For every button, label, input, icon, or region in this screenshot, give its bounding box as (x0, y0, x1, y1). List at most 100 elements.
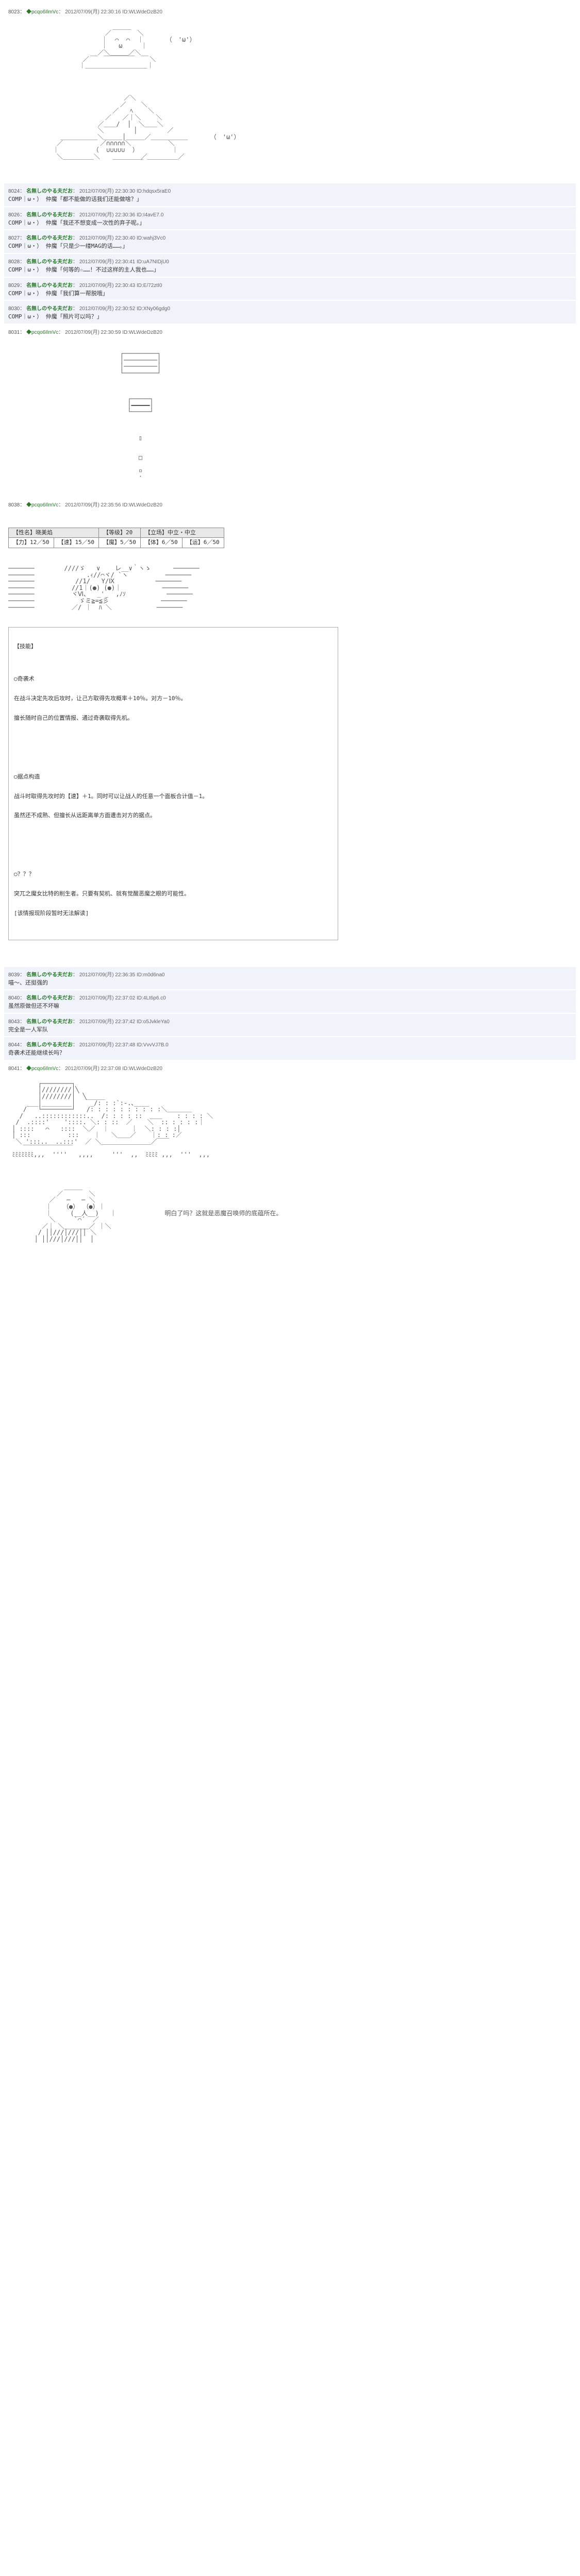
post-8044: 8044： 名無しのやる夫だお： 2012/07/09(月) 22:37:48 … (4, 1037, 576, 1060)
post-id: ID:uA7NIDjU0 (137, 259, 169, 265)
post-number: 8043 (8, 1019, 20, 1025)
post-header: 8024： 名無しのやる夫だお： 2012/07/09(月) 22:30:30 … (8, 187, 572, 194)
caption-text: 明白了吗？这就是恶魔召唤师的底蕴所在。 (164, 1210, 282, 1217)
post-body: COMP｜ω・） 仲魔「我们算一帮脱哦」 (8, 291, 572, 297)
post-id: ID:E/72ztI0 (137, 283, 162, 289)
post-name: 名無しのやる夫だお (26, 306, 73, 312)
post-8024: 8024： 名無しのやる夫だお： 2012/07/09(月) 22:30:30 … (4, 183, 576, 206)
post-id: ID:m0d6na0 (137, 972, 164, 978)
post-name: 名無しのやる夫だお (26, 212, 73, 218)
post-number: 8044 (8, 1042, 20, 1048)
post-8026: 8026： 名無しのやる夫だお： 2012/07/09(月) 22:30:36 … (4, 207, 576, 230)
post-header: 8030： 名無しのやる夫だお： 2012/07/09(月) 22:30:52 … (8, 304, 572, 312)
post-date: 2012/07/09(月) 22:30:40 (79, 235, 135, 241)
post-header: 8029： 名無しのやる夫だお： 2012/07/09(月) 22:30:43 … (8, 281, 572, 289)
stat-vit: 【体】6／50 (140, 538, 182, 548)
post-id: ID:I4avE7.0 (137, 212, 163, 218)
stat-str: 【力】12／50 (9, 538, 54, 548)
skill-desc: [该情报现阶段暂时无法解读] (14, 910, 333, 917)
post-date: 2012/07/09(月) 22:37:42 (79, 1019, 135, 1025)
post-header: 8031： ◆pcqo6IlmVc： 2012/07/09(月) 22:30:5… (8, 328, 572, 335)
post-date: 2012/07/09(月) 22:35:56 (65, 502, 121, 508)
post-body: 喵～、还挺强的 (8, 980, 572, 987)
post-header: 8041： ◆pcqo6IlmVc： 2012/07/09(月) 22:37:0… (8, 1064, 572, 1072)
post-number: 8027 (8, 235, 20, 241)
post-name: 名無しのやる夫だお (26, 972, 73, 978)
post-date: 2012/07/09(月) 22:30:41 (79, 259, 135, 265)
post-id: ID:hdqsx5raE0 (137, 189, 171, 194)
post-body: ┌────────┐ │////////│╲ │////////│ ╲_____… (8, 1074, 572, 1256)
post-name: 名無しのやる夫だお (26, 995, 73, 1001)
post-number: 8038 (8, 502, 20, 508)
ascii-art-boxes: ┌─────────┐ │─────────│ │─────────│ └───… (8, 344, 572, 480)
post-body: 虽然原做但还不坏嘛 (8, 1003, 572, 1010)
skill-desc: 突兀之魔女比特的削生者。只要有契机、就有觉醒恶魔之眼的可能性。 (14, 891, 333, 897)
post-date: 2012/07/09(月) 22:36:35 (79, 972, 135, 978)
post-name: 名無しのやる夫だお (26, 1042, 73, 1048)
post-date: 2012/07/09(月) 22:30:59 (65, 330, 121, 335)
post-8041: 8041： ◆pcqo6IlmVc： 2012/07/09(月) 22:37:0… (4, 1061, 576, 1259)
post-trip: ◆pcqo6IlmVc (26, 1066, 58, 1072)
post-header: 8040： 名無しのやる夫だお： 2012/07/09(月) 22:37:02 … (8, 993, 572, 1001)
skill-box: 【技能】 ○奇袭术 在战斗决定先攻后攻时，让己方取得先攻概率＋10％。对方－10… (8, 627, 338, 940)
post-body: ＿＿＿ ／ ＼ ｜ ⌒ ⌒ ｜ （ 'ω'） ｜ ω ｜ __／＼＿＿＿／＼__… (8, 17, 572, 179)
face-text: （ 'ω'） (166, 36, 196, 43)
post-8030: 8030： 名無しのやる夫だお： 2012/07/09(月) 22:30:52 … (4, 301, 576, 324)
post-id: ID:wahj3Vc0 (137, 235, 165, 241)
post-body: 奇袭术还能继续长吗？ (8, 1050, 572, 1057)
post-id: ID:4Lt6p6.c0 (137, 995, 166, 1001)
status-table: 【性名】晓美焰 【等级】20 【立场】中立・中立 【力】12／50 【速】15／… (8, 528, 224, 548)
post-header: 8039： 名無しのやる夫だお： 2012/07/09(月) 22:36:35 … (8, 970, 572, 978)
post-header: 8027： 名無しのやる夫だお： 2012/07/09(月) 22:30:40 … (8, 233, 572, 241)
post-name: 名無しのやる夫だお (26, 1019, 73, 1025)
post-number: 8026 (8, 212, 20, 218)
skill-1: ○奇袭术 在战斗决定先攻后攻时，让己方取得先攻概率＋10％。对方－10％。 擅长… (14, 663, 333, 735)
post-trip: ◆pcqo6IlmVc (26, 330, 58, 335)
post-trip: ◆pcqo6IlmVc (26, 502, 58, 508)
post-header: 8023： ◆pcqo6IlmVc： 2012/07/09(月) 22:30:1… (8, 7, 572, 15)
post-8029: 8029： 名無しのやる夫だお： 2012/07/09(月) 22:30:43 … (4, 278, 576, 300)
post-name: 名無しのやる夫だお (26, 235, 73, 241)
status-level-label: 【等级】20 (99, 528, 141, 538)
post-8043: 8043： 名無しのやる夫だお： 2012/07/09(月) 22:37:42 … (4, 1014, 576, 1037)
post-id: ID:WLWdeDzB20 (122, 330, 162, 335)
status-align: 【立场】中立・中立 (140, 528, 224, 538)
post-date: 2012/07/09(月) 22:37:08 (65, 1066, 121, 1072)
post-body: COMP｜ω・） 仲魔「只是少一缕MAG的话……。」 (8, 243, 572, 250)
post-id: ID:VvvVJ7B.0 (137, 1042, 169, 1048)
post-body: ┌─────────┐ │─────────│ │─────────│ └───… (8, 337, 572, 493)
post-body: COMP｜ω・） 仲魔「都不能做的话我们还能做啥？」 (8, 196, 572, 203)
skill-name: ○据点构造 (14, 774, 333, 781)
post-body: 完全是一人军队 (8, 1027, 572, 1033)
post-name: 名無しのやる夫だお (26, 189, 73, 194)
post-body: COMP｜ω・） 仲魔「何等的☆……！不过这样的主人我也……」 (8, 267, 572, 274)
post-header: 8038： ◆pcqo6IlmVc： 2012/07/09(月) 22:35:5… (8, 500, 572, 508)
post-date: 2012/07/09(月) 22:30:52 (79, 306, 135, 312)
post-number: 8031 (8, 330, 20, 335)
skill-3: ○？？？ 突兀之魔女比特的削生者。只要有契机、就有觉醒恶魔之眼的可能性。 [该情… (14, 858, 333, 930)
post-id: ID:WLWdeDzB20 (122, 1066, 162, 1072)
stat-mag: 【魔】5／50 (99, 538, 141, 548)
post-number: 8041 (8, 1066, 20, 1072)
post-name: 名無しのやる夫だお (26, 259, 73, 265)
skill-desc: 战斗时取得先攻时的【速】＋1。同时可以让战人的任意一个面板合计值－1。 (14, 793, 333, 800)
post-id: ID:XNy06gdg0 (137, 306, 170, 312)
post-date: 2012/07/09(月) 22:30:16 (65, 9, 121, 15)
post-8038: 8038： ◆pcqo6IlmVc： 2012/07/09(月) 22:35:5… (4, 497, 576, 965)
post-trip: ◆pcqo6IlmVc (26, 9, 58, 15)
post-body: 【性名】晓美焰 【等级】20 【立场】中立・中立 【力】12／50 【速】15／… (8, 510, 572, 962)
post-id: ID:WLWdeDzB20 (122, 502, 162, 508)
post-id: ID:o5JvkleYa0 (137, 1019, 170, 1025)
post-number: 8023 (8, 9, 20, 15)
ascii-art-portrait: ─────── ////ゞ ∨ レ__∨｀ヽゝ ─────── ─────── … (8, 565, 572, 611)
skill-title: 【技能】 (14, 643, 333, 650)
post-number: 8029 (8, 283, 20, 289)
post-date: 2012/07/09(月) 22:30:43 (79, 283, 135, 289)
skill-name: ○奇袭术 (14, 676, 333, 683)
stat-luk: 【运】6／50 (182, 538, 224, 548)
post-number: 8030 (8, 306, 20, 312)
post-8039: 8039： 名無しのやる夫だお： 2012/07/09(月) 22:36:35 … (4, 967, 576, 990)
stat-spd: 【速】15／50 (54, 538, 99, 548)
post-8023: 8023： ◆pcqo6IlmVc： 2012/07/09(月) 22:30:1… (4, 4, 576, 182)
ascii-art: ＿＿＿ ／ ＼ ｜ ⌒ ⌒ ｜ （ 'ω'） ｜ ω ｜ __／＼＿＿＿／＼__… (8, 24, 572, 166)
